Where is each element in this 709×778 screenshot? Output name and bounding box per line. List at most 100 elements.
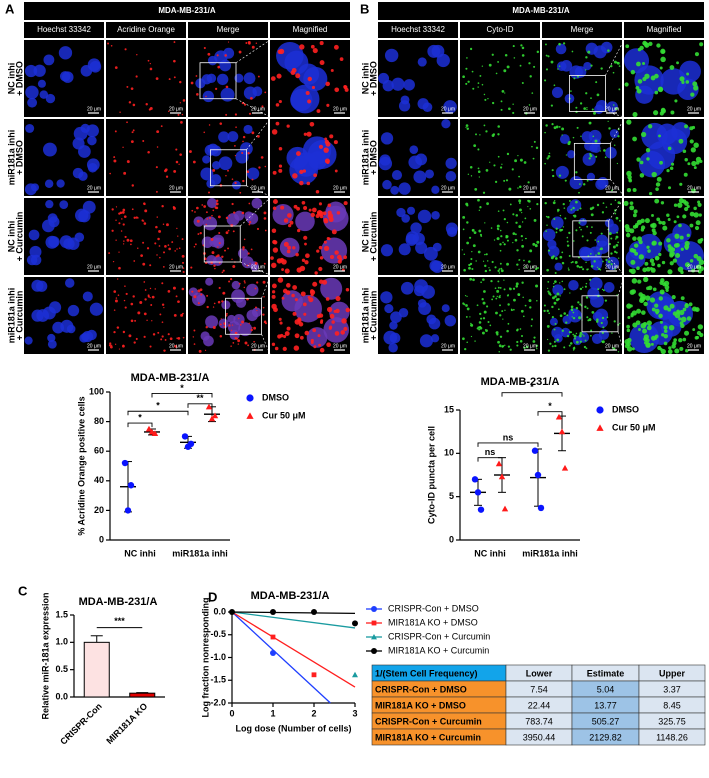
puncta [506, 221, 509, 224]
puncta [642, 62, 646, 66]
puncta [279, 257, 285, 263]
puncta [503, 217, 506, 221]
row-label: + Curcumin [368, 291, 378, 341]
puncta [667, 269, 673, 275]
nucleus [47, 339, 57, 349]
puncta [224, 249, 226, 252]
puncta [283, 218, 289, 223]
puncta [310, 212, 316, 218]
puncta [571, 316, 573, 318]
nucleus [31, 279, 44, 292]
puncta [684, 240, 690, 247]
puncta [575, 106, 578, 109]
puncta [659, 160, 663, 165]
column-header: Merge [217, 25, 240, 34]
puncta [225, 216, 229, 220]
scale-bar-label: 20 μm [523, 106, 537, 112]
puncta [137, 217, 139, 219]
puncta [512, 213, 515, 216]
puncta [478, 209, 481, 211]
puncta [691, 160, 697, 167]
row-label: NC inhi [6, 63, 16, 95]
puncta [142, 140, 145, 143]
puncta [475, 133, 477, 136]
nucleus [554, 262, 563, 271]
puncta [566, 236, 569, 239]
puncta [256, 309, 258, 312]
nucleus [200, 331, 210, 341]
puncta [545, 230, 548, 233]
puncta [484, 269, 488, 273]
significance-bracket [127, 422, 153, 428]
puncta [247, 252, 250, 255]
puncta [642, 76, 647, 82]
puncta [569, 292, 571, 294]
puncta [123, 215, 127, 218]
puncta [110, 44, 113, 47]
nucleus [24, 336, 33, 345]
puncta [118, 251, 120, 253]
puncta [300, 291, 306, 297]
nucleus [417, 57, 427, 67]
puncta [547, 215, 550, 219]
puncta [636, 88, 642, 94]
puncta [663, 305, 669, 311]
puncta [515, 284, 519, 288]
puncta [573, 240, 575, 242]
puncta [508, 107, 511, 111]
puncta [582, 268, 585, 271]
puncta [574, 337, 576, 340]
column-header: Hoechst 33342 [37, 25, 91, 34]
puncta [158, 245, 161, 247]
puncta [535, 146, 539, 150]
puncta [155, 225, 158, 229]
puncta [242, 140, 244, 143]
puncta [160, 125, 163, 128]
puncta [545, 215, 548, 218]
puncta [311, 85, 316, 90]
puncta [571, 50, 574, 53]
puncta [177, 336, 181, 340]
puncta [567, 267, 570, 269]
nucleus [202, 155, 211, 164]
puncta [465, 202, 469, 206]
puncta [693, 85, 699, 91]
puncta [518, 225, 522, 228]
puncta [689, 211, 695, 217]
puncta [589, 122, 592, 124]
puncta [328, 326, 332, 330]
puncta [657, 263, 661, 268]
puncta [208, 216, 212, 220]
puncta [161, 303, 165, 306]
puncta [256, 227, 260, 231]
puncta [693, 166, 697, 170]
scale-bar-label: 20 μm [523, 343, 537, 349]
puncta [197, 302, 200, 305]
puncta [490, 227, 493, 229]
puncta [494, 287, 497, 290]
puncta [181, 312, 184, 315]
puncta [488, 267, 490, 269]
puncta [521, 244, 525, 248]
puncta [194, 211, 196, 213]
puncta [497, 60, 500, 63]
puncta [279, 321, 283, 325]
puncta [323, 217, 328, 222]
puncta [607, 120, 609, 123]
puncta [586, 225, 589, 228]
puncta [472, 244, 476, 248]
puncta [661, 221, 666, 226]
puncta [231, 324, 234, 326]
zoom-guide [246, 185, 271, 197]
puncta [248, 322, 250, 324]
puncta [612, 104, 615, 106]
data-point [498, 473, 506, 480]
puncta [234, 154, 237, 157]
puncta [651, 228, 656, 233]
puncta [334, 87, 340, 93]
puncta [648, 192, 653, 196]
puncta [617, 128, 620, 131]
puncta [221, 271, 224, 274]
nucleus [31, 309, 44, 322]
puncta [545, 54, 548, 57]
